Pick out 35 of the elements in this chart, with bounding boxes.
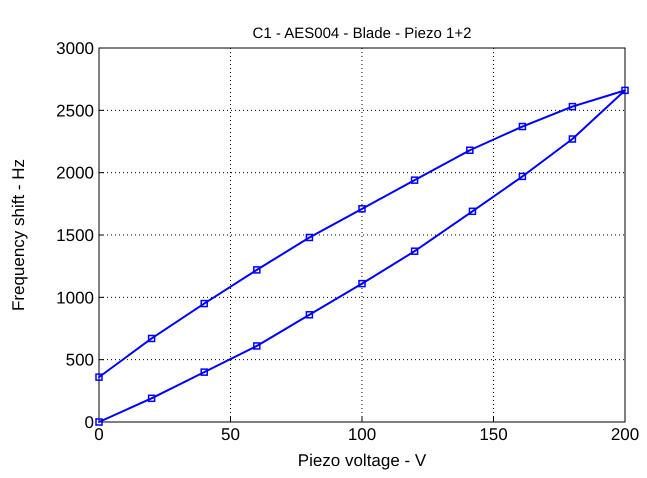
point: [358, 280, 366, 288]
point: [468, 208, 476, 216]
point: [410, 176, 418, 184]
x-tick-label: 50: [221, 425, 240, 444]
y-axis-title: Frequency shift - Hz: [9, 158, 28, 312]
y-tick-label: 1500: [56, 226, 94, 245]
point: [95, 418, 103, 426]
point: [200, 300, 208, 308]
point: [306, 311, 314, 319]
x-axis-title: Piezo voltage - V: [298, 451, 427, 470]
point: [148, 394, 156, 402]
point: [518, 122, 526, 130]
point: [568, 135, 576, 143]
y-tick-label: 3000: [56, 38, 94, 58]
y-tick-label: 2000: [56, 164, 94, 183]
chart-title: C1 - AES004 - Blade - Piezo 1+2: [252, 25, 472, 42]
point: [466, 146, 474, 154]
point: [621, 86, 629, 94]
point: [568, 102, 576, 110]
x-tick-label: 200: [610, 425, 640, 444]
point: [253, 266, 261, 274]
y-tick-label: 0: [84, 412, 94, 432]
y-tick-label: 2500: [56, 101, 94, 120]
point: [95, 373, 103, 381]
y-tick-label: 500: [66, 350, 94, 370]
point: [410, 247, 418, 255]
point: [518, 172, 526, 180]
point: [306, 234, 314, 242]
point: [358, 205, 366, 213]
x-tick-label: 150: [479, 425, 508, 444]
x-tick-label: 100: [348, 425, 376, 444]
point: [253, 342, 261, 350]
point: [148, 334, 156, 342]
point: [200, 368, 208, 376]
y-tick-label: 1000: [56, 288, 94, 308]
